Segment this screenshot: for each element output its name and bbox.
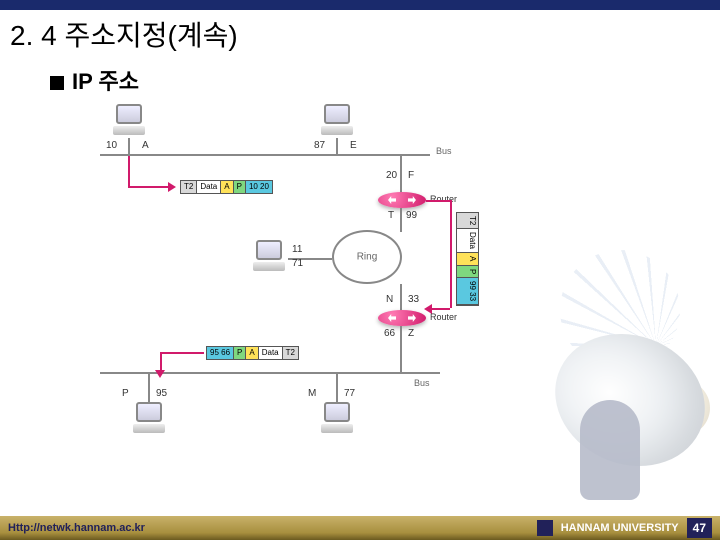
computer-a-icon	[110, 104, 148, 135]
router-top-name: Router	[430, 194, 457, 204]
node-n-num: 33	[408, 294, 419, 305]
stub-p	[148, 372, 150, 402]
pkt-bottom-data: Data	[259, 347, 283, 359]
arrow-top-head-icon	[168, 182, 176, 192]
ring-icon: Ring	[332, 230, 402, 284]
bullet-icon	[50, 76, 64, 90]
arrow-top-v	[128, 156, 130, 186]
node-f-num: 20	[386, 170, 397, 181]
subtitle-text: IP 주소	[72, 69, 139, 94]
slide-title: 2. 4 주소지정(계속)	[0, 10, 720, 58]
top-bus-label: Bus	[436, 146, 452, 156]
pkt-bottom-p: P	[234, 347, 246, 359]
university-badge-icon	[537, 520, 553, 536]
router-bottom-icon	[378, 310, 426, 326]
bottom-bus-label: Bus	[414, 378, 430, 388]
packet-right: T2 Data A P 99 33	[456, 212, 479, 306]
router-top-num: 99	[406, 210, 417, 221]
footer-bar: Http://netwk.hannam.ac.kr HANNAM UNIVERS…	[0, 516, 720, 540]
router-top-letter: T	[388, 210, 394, 221]
ring-comp-num2: 71	[292, 258, 303, 269]
stub-m	[336, 372, 338, 402]
top-bus-line	[100, 154, 430, 156]
slide-subtitle: IP 주소	[0, 58, 720, 96]
arrow-bottom-h	[162, 352, 204, 354]
pkt-right-a: A	[457, 253, 478, 265]
footer-university: HANNAM UNIVERSITY	[561, 522, 679, 534]
router-bottom-name: Router	[430, 312, 457, 322]
packet-bottom: 95 66 P A Data T2	[206, 346, 299, 360]
pkt-top-hdr: T2	[181, 181, 197, 193]
arrow-right-head-icon	[424, 304, 432, 314]
stub-e	[336, 138, 338, 154]
node-e-num: 87	[314, 140, 325, 151]
network-diagram: Bus 10 A 87 E 20 F Router T 99 Ring 11 7…	[100, 100, 580, 490]
pkt-top-a: A	[221, 181, 233, 193]
bottom-bus-line	[100, 372, 440, 374]
pkt-right-p: P	[457, 266, 478, 278]
arrow-bottom-head-icon	[155, 370, 165, 378]
router-top-icon	[378, 192, 426, 208]
pkt-bottom-hdr: T2	[283, 347, 298, 359]
node-a-letter: A	[142, 140, 149, 151]
computer-e-icon	[318, 104, 356, 135]
page-number: 47	[687, 518, 712, 538]
ring-comp-num1: 11	[292, 244, 302, 255]
node-f-letter: F	[408, 170, 414, 181]
person-silhouette-icon	[580, 400, 640, 500]
computer-m-icon	[318, 402, 356, 433]
footer-url: Http://netwk.hannam.ac.kr	[8, 522, 145, 534]
node-m-letter: M	[308, 388, 316, 399]
pkt-bottom-lead: 95 66	[207, 347, 234, 359]
arrow-top-h	[128, 186, 168, 188]
stub-router-top-up	[400, 154, 402, 194]
node-p-letter: P	[122, 388, 129, 399]
packet-top: T2 Data A P 10 20	[180, 180, 273, 194]
pkt-bottom-a: A	[246, 347, 258, 359]
arrow-right-h2	[430, 308, 450, 310]
header-band	[0, 0, 720, 10]
arrow-right-h1	[426, 200, 450, 202]
footer-right: HANNAM UNIVERSITY 47	[537, 518, 712, 538]
node-m-num: 77	[344, 388, 355, 399]
stub-ring-down	[400, 284, 402, 312]
stub-router-bottom-down	[400, 326, 402, 372]
router-bottom-letter: Z	[408, 328, 414, 339]
node-e-letter: E	[350, 140, 357, 151]
arrow-bottom-v	[160, 352, 162, 372]
pkt-top-p: P	[234, 181, 246, 193]
node-p-num: 95	[156, 388, 167, 399]
pkt-right-trail: 99 33	[457, 278, 478, 305]
pkt-right-data: Data	[457, 229, 478, 253]
ring-label: Ring	[357, 252, 378, 263]
node-a-num: 10	[106, 140, 117, 151]
computer-ring-icon	[250, 240, 288, 271]
stub-router-top-down	[400, 208, 402, 232]
node-n-letter: N	[386, 294, 393, 305]
pkt-right-hdr: T2	[457, 213, 478, 229]
pkt-top-trail: 10 20	[246, 181, 272, 193]
pkt-top-data: Data	[197, 181, 221, 193]
arrow-right-v	[450, 200, 452, 308]
stub-a	[128, 138, 130, 154]
computer-p-icon	[130, 402, 168, 433]
router-bottom-num: 66	[384, 328, 395, 339]
